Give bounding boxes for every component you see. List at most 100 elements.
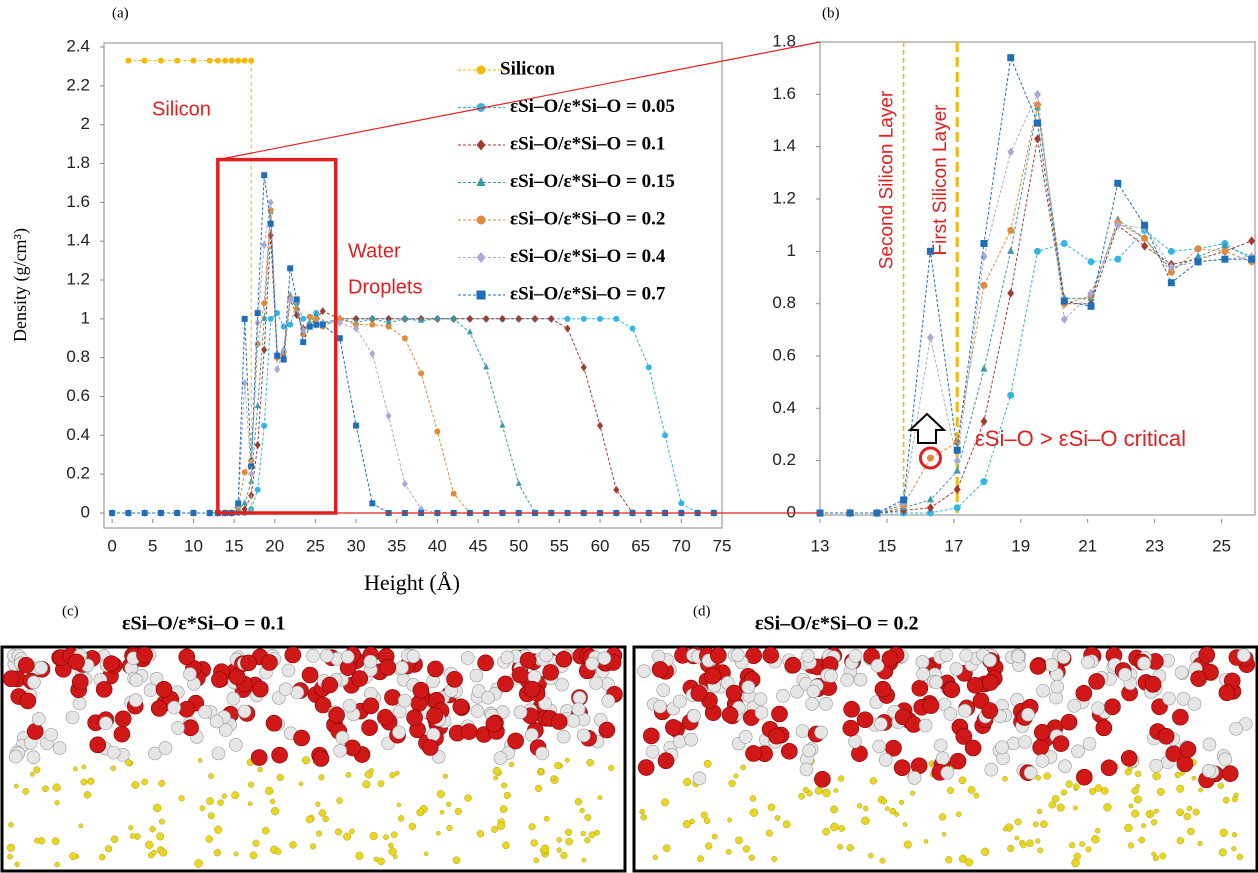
- silicon-atom: [1071, 858, 1080, 868]
- annotation: Water: [348, 240, 401, 262]
- x-tick-label: 70: [672, 536, 691, 555]
- silicon-atom: [958, 776, 967, 785]
- oxygen-atom: [555, 650, 573, 668]
- silicon-atom: [33, 766, 41, 774]
- silicon-atom: [1014, 835, 1020, 841]
- silicon-atom: [29, 771, 35, 777]
- hydrogen-atom: [469, 668, 484, 683]
- hydrogen-atom: [824, 669, 838, 683]
- silicon-atom: [837, 775, 845, 782]
- data-point: [254, 341, 261, 348]
- silicon-atom: [389, 771, 396, 779]
- silicon-atom: [207, 812, 215, 820]
- oxygen-atom: [446, 671, 463, 688]
- silicon-atom: [880, 798, 888, 805]
- data-point: [214, 57, 221, 64]
- oxygen-atom: [452, 698, 470, 716]
- hydrogen-atom: [597, 651, 612, 665]
- silicon-atom: [247, 781, 255, 788]
- hydrogen-atom: [738, 730, 753, 744]
- silicon-atom: [584, 814, 592, 821]
- y-tick-label: 0.2: [772, 450, 796, 469]
- hydrogen-atom: [209, 714, 224, 729]
- data-point: [1114, 255, 1122, 263]
- panel-label: (b): [822, 5, 840, 21]
- data-point: [926, 495, 934, 503]
- oxygen-atom: [155, 680, 173, 698]
- silicon-atom: [550, 775, 556, 781]
- data-point: [369, 314, 376, 321]
- silicon-atom: [269, 798, 276, 805]
- silicon-atom: [749, 795, 757, 802]
- x-tick-label: 21: [1078, 536, 1097, 555]
- silicon-atom: [1187, 827, 1195, 836]
- legend-label: εSi–O/ε*Si–O = 0.7: [510, 283, 666, 304]
- panel-label: (c): [62, 603, 79, 619]
- silicon-atom: [252, 839, 260, 847]
- silicon-atom: [556, 837, 562, 843]
- silicon-atom: [533, 857, 540, 864]
- data-point: [1060, 314, 1068, 324]
- data-point: [1007, 288, 1015, 298]
- data-point: [261, 172, 268, 179]
- data-point: [1034, 89, 1041, 99]
- oxygen-atom: [842, 719, 860, 737]
- hydrogen-atom: [218, 723, 233, 737]
- silicon-atom: [742, 845, 751, 853]
- silicon-atom: [208, 773, 214, 779]
- panel-title: εSi–O/ε*Si–O = 0.2: [755, 613, 919, 635]
- oxygen-atom: [1076, 768, 1093, 786]
- data-point: [980, 364, 988, 372]
- silicon-atom: [903, 840, 912, 849]
- silicon-atom: [1035, 775, 1041, 781]
- silicon-atom: [640, 814, 647, 821]
- silicon-atom: [556, 847, 562, 853]
- silicon-atom: [274, 848, 282, 855]
- silicon-atom: [446, 824, 453, 832]
- hydrogen-atom: [940, 765, 955, 780]
- hydrogen-atom: [340, 650, 355, 664]
- oxygen-atom: [981, 702, 999, 719]
- oxygen-atom: [507, 732, 524, 750]
- data-point: [157, 57, 164, 64]
- oxygen-atom: [1151, 698, 1168, 716]
- hydrogen-atom: [556, 729, 571, 744]
- hydrogen-atom: [1236, 648, 1251, 663]
- oxygen-atom: [150, 700, 168, 717]
- oxygen-atom: [1144, 676, 1162, 693]
- data-point: [466, 328, 473, 335]
- hydrogen-atom: [481, 690, 495, 705]
- silicon-atom: [537, 769, 544, 776]
- silicon-atom: [973, 792, 980, 799]
- hydrogen-atom: [1021, 707, 1035, 722]
- silicon-atom: [8, 822, 14, 828]
- silicon-atom: [879, 857, 886, 864]
- hydrogen-atom: [398, 693, 412, 708]
- oxygen-atom: [511, 666, 529, 684]
- silicon-atom: [383, 834, 389, 841]
- silicon-atom: [1183, 812, 1191, 821]
- data-point: [313, 321, 320, 328]
- silicon-atom: [393, 854, 398, 860]
- silicon-atom: [543, 815, 550, 822]
- silicon-atom: [899, 799, 905, 805]
- data-point: [254, 486, 261, 493]
- silicon-atom: [697, 855, 705, 863]
- data-point: [499, 421, 506, 428]
- silicon-atom: [661, 798, 669, 807]
- hydrogen-atom: [99, 716, 113, 730]
- data-point: [254, 310, 261, 317]
- silicon-atom: [946, 786, 955, 794]
- x-tick-label: 30: [347, 536, 366, 555]
- oxygen-atom: [17, 656, 35, 674]
- silicon-atom: [1051, 795, 1060, 803]
- silicon-atom: [206, 797, 214, 805]
- highlight: [918, 446, 942, 470]
- oxygen-atom: [2, 670, 20, 688]
- legend-marker: [476, 252, 486, 263]
- silicon-atom: [110, 835, 119, 844]
- hydrogen-atom: [935, 751, 950, 766]
- silicon-atom: [318, 809, 326, 817]
- data-point: [564, 315, 571, 322]
- silicon-atom: [214, 825, 223, 834]
